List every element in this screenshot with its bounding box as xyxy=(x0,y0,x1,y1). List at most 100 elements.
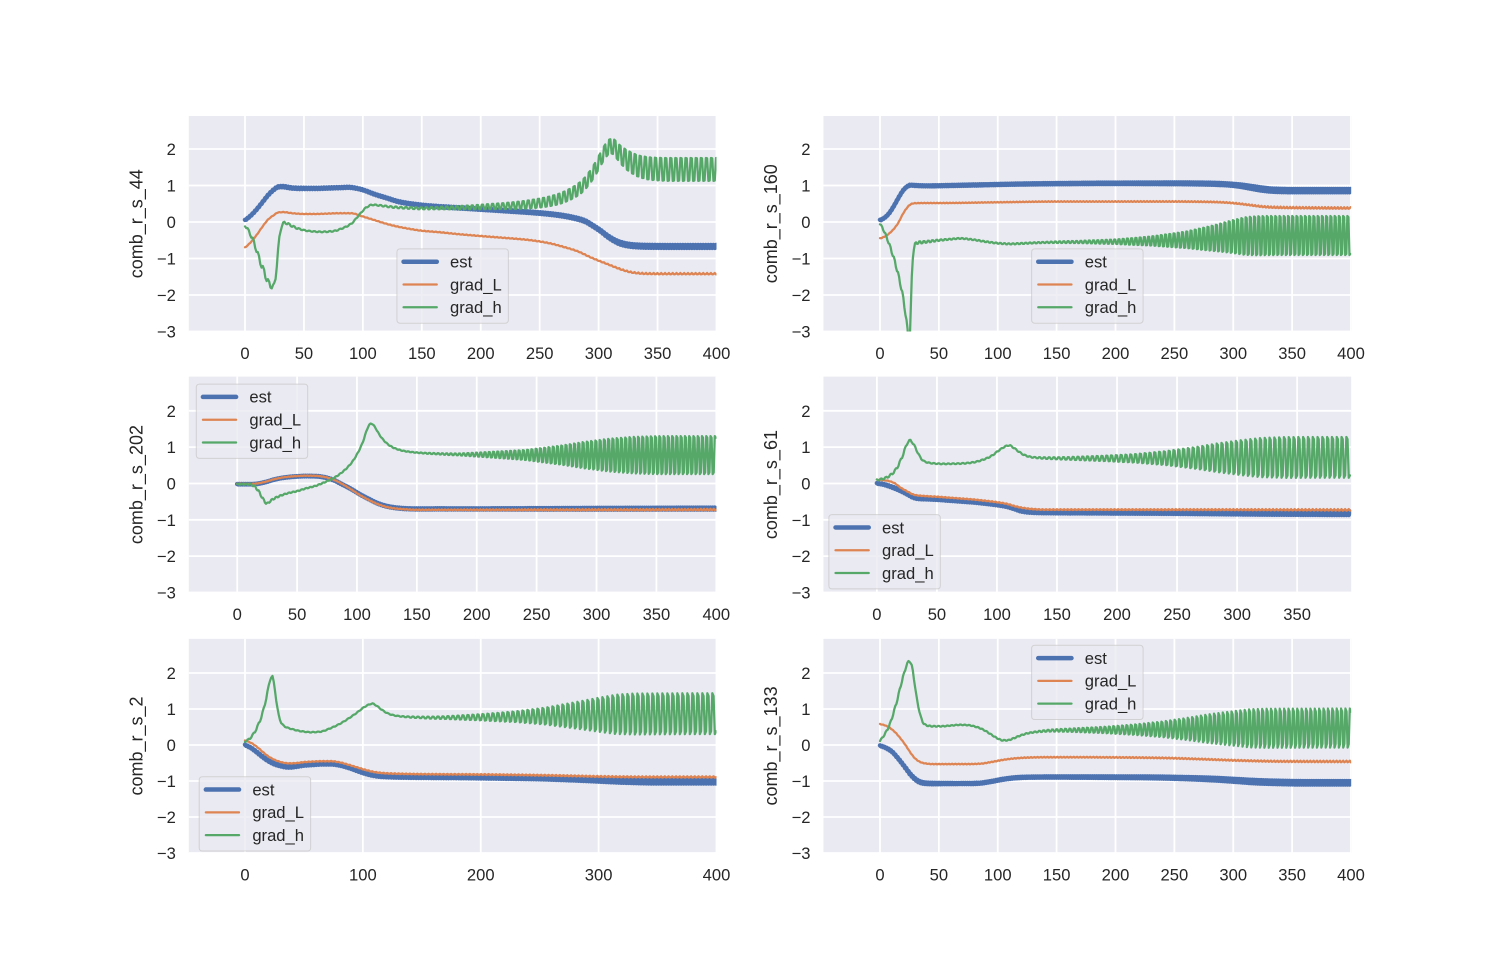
svg-text:−1: −1 xyxy=(792,511,811,530)
svg-text:0: 0 xyxy=(233,605,242,624)
svg-text:200: 200 xyxy=(463,605,491,624)
svg-text:est: est xyxy=(1085,649,1108,668)
svg-text:350: 350 xyxy=(643,605,671,624)
svg-text:100: 100 xyxy=(984,866,1012,885)
svg-text:100: 100 xyxy=(349,866,377,885)
svg-text:1: 1 xyxy=(167,700,176,719)
svg-text:400: 400 xyxy=(1337,866,1365,885)
svg-text:comb_r_s_2: comb_r_s_2 xyxy=(126,696,147,795)
svg-text:100: 100 xyxy=(343,605,371,624)
svg-text:1: 1 xyxy=(801,177,810,196)
svg-text:grad_h: grad_h xyxy=(249,433,301,452)
svg-text:200: 200 xyxy=(1102,344,1130,363)
svg-text:400: 400 xyxy=(1337,344,1365,363)
svg-text:0: 0 xyxy=(167,213,176,232)
svg-text:grad_h: grad_h xyxy=(450,298,502,317)
svg-text:200: 200 xyxy=(1102,866,1130,885)
svg-text:150: 150 xyxy=(1043,344,1071,363)
svg-text:0: 0 xyxy=(801,736,810,755)
svg-text:250: 250 xyxy=(523,605,551,624)
svg-text:50: 50 xyxy=(295,344,313,363)
svg-text:2: 2 xyxy=(167,664,176,683)
svg-text:−1: −1 xyxy=(157,511,176,530)
svg-text:2: 2 xyxy=(801,140,810,159)
svg-text:150: 150 xyxy=(403,605,431,624)
svg-text:grad_L: grad_L xyxy=(1085,672,1137,691)
svg-text:comb_r_s_133: comb_r_s_133 xyxy=(761,686,782,805)
svg-text:grad_h: grad_h xyxy=(1085,298,1137,317)
svg-text:300: 300 xyxy=(1219,866,1247,885)
svg-text:−2: −2 xyxy=(792,808,811,827)
svg-text:0: 0 xyxy=(801,213,810,232)
svg-text:100: 100 xyxy=(349,344,377,363)
svg-text:grad_L: grad_L xyxy=(249,411,301,430)
svg-text:250: 250 xyxy=(1161,344,1189,363)
svg-text:300: 300 xyxy=(585,344,613,363)
svg-text:350: 350 xyxy=(644,344,672,363)
svg-text:1: 1 xyxy=(167,438,176,457)
svg-text:0: 0 xyxy=(875,866,884,885)
svg-text:est: est xyxy=(882,518,905,537)
svg-text:50: 50 xyxy=(288,605,306,624)
svg-text:grad_h: grad_h xyxy=(1085,694,1137,713)
svg-text:comb_r_s_44: comb_r_s_44 xyxy=(126,169,147,278)
svg-text:grad_L: grad_L xyxy=(882,541,934,560)
svg-text:2: 2 xyxy=(801,664,810,683)
svg-text:300: 300 xyxy=(583,605,611,624)
svg-text:−1: −1 xyxy=(792,772,811,791)
svg-text:0: 0 xyxy=(167,474,176,493)
svg-text:1: 1 xyxy=(167,177,176,196)
svg-text:2: 2 xyxy=(167,140,176,159)
svg-text:−2: −2 xyxy=(157,286,176,305)
svg-text:grad_h: grad_h xyxy=(882,564,934,583)
svg-text:grad_L: grad_L xyxy=(252,803,304,822)
svg-text:−1: −1 xyxy=(792,250,811,269)
svg-text:comb_r_s_202: comb_r_s_202 xyxy=(126,425,147,544)
svg-text:250: 250 xyxy=(526,344,554,363)
svg-text:100: 100 xyxy=(984,344,1012,363)
svg-text:0: 0 xyxy=(167,736,176,755)
svg-text:2: 2 xyxy=(167,402,176,421)
svg-text:−3: −3 xyxy=(792,323,811,342)
svg-text:0: 0 xyxy=(240,344,249,363)
svg-text:350: 350 xyxy=(1278,344,1306,363)
svg-text:est: est xyxy=(249,388,272,407)
svg-text:−3: −3 xyxy=(157,584,176,603)
svg-text:200: 200 xyxy=(467,866,495,885)
svg-text:350: 350 xyxy=(1278,866,1306,885)
svg-text:250: 250 xyxy=(1161,866,1189,885)
svg-text:−3: −3 xyxy=(157,844,176,863)
svg-text:150: 150 xyxy=(1043,866,1071,885)
svg-text:150: 150 xyxy=(1043,605,1071,624)
svg-text:comb_r_s_160: comb_r_s_160 xyxy=(761,164,782,283)
svg-text:250: 250 xyxy=(1163,605,1191,624)
svg-text:−2: −2 xyxy=(157,808,176,827)
svg-text:100: 100 xyxy=(983,605,1011,624)
svg-text:400: 400 xyxy=(703,866,731,885)
svg-text:200: 200 xyxy=(1103,605,1131,624)
svg-text:grad_L: grad_L xyxy=(1085,275,1137,294)
svg-text:−2: −2 xyxy=(157,547,176,566)
svg-text:400: 400 xyxy=(702,605,730,624)
svg-text:est: est xyxy=(450,253,473,272)
svg-text:est: est xyxy=(252,780,275,799)
svg-text:−2: −2 xyxy=(792,286,811,305)
svg-text:300: 300 xyxy=(1219,344,1247,363)
svg-text:grad_L: grad_L xyxy=(450,275,502,294)
svg-text:200: 200 xyxy=(467,344,495,363)
svg-text:50: 50 xyxy=(930,866,948,885)
svg-text:2: 2 xyxy=(801,402,810,421)
svg-text:−2: −2 xyxy=(792,547,811,566)
svg-text:0: 0 xyxy=(240,866,249,885)
svg-text:−3: −3 xyxy=(792,844,811,863)
svg-text:−3: −3 xyxy=(792,584,811,603)
svg-text:400: 400 xyxy=(703,344,731,363)
svg-text:50: 50 xyxy=(928,605,946,624)
svg-text:grad_h: grad_h xyxy=(252,826,304,845)
svg-text:300: 300 xyxy=(585,866,613,885)
svg-text:1: 1 xyxy=(801,700,810,719)
svg-text:0: 0 xyxy=(875,344,884,363)
svg-text:−1: −1 xyxy=(157,772,176,791)
svg-text:0: 0 xyxy=(801,474,810,493)
svg-text:−1: −1 xyxy=(157,250,176,269)
